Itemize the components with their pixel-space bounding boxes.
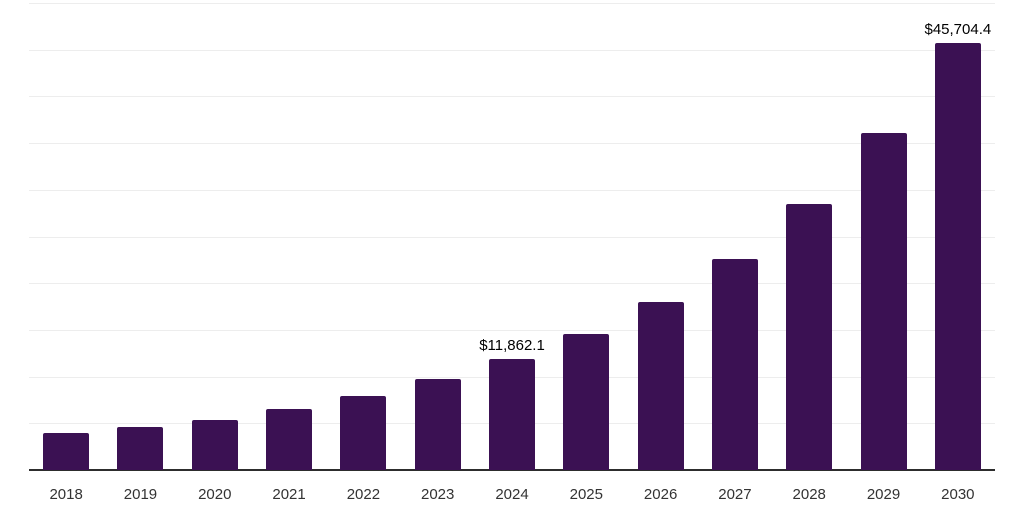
bar-2026[interactable] (637, 301, 684, 470)
gridline (29, 3, 995, 4)
data-label-2030: $45,704.4 (924, 21, 992, 39)
gridline (29, 236, 995, 238)
bar-2025[interactable] (563, 334, 610, 470)
x-tick-2030: 2030 (941, 486, 975, 503)
gridline (29, 96, 995, 98)
bar-2028[interactable] (786, 203, 833, 470)
x-tick-2019: 2019 (123, 486, 158, 503)
x-tick-2024: 2024 (495, 486, 529, 503)
bar-2024[interactable] (489, 359, 535, 470)
bar-2027[interactable] (711, 259, 758, 470)
bar-2029[interactable] (860, 133, 907, 470)
gridline (29, 283, 995, 285)
x-tick-2022: 2022 (346, 486, 381, 503)
bar-2023[interactable] (414, 379, 461, 470)
x-tick-2020: 2020 (198, 486, 232, 503)
x-tick-2027: 2027 (718, 486, 752, 503)
x-tick-2026: 2026 (643, 486, 678, 503)
x-tick-2023: 2023 (421, 486, 455, 503)
bar-2018[interactable] (43, 433, 90, 470)
bar-2030[interactable] (934, 43, 981, 470)
data-label-2024: $11,862.1 (479, 337, 545, 355)
x-tick-2021: 2021 (272, 486, 306, 503)
gridline (29, 143, 995, 145)
x-tick-2029: 2029 (866, 486, 901, 503)
x-axis-line (29, 469, 995, 471)
bar-2021[interactable] (266, 409, 313, 470)
gridline (29, 49, 995, 51)
gridline (29, 329, 995, 331)
x-tick-2028: 2028 (792, 486, 826, 503)
x-tick-2025: 2025 (569, 486, 603, 503)
bar-2019[interactable] (117, 427, 164, 470)
x-tick-2018: 2018 (49, 486, 83, 503)
bar-2020[interactable] (191, 420, 238, 470)
bar-2022[interactable] (340, 396, 387, 470)
gridline (29, 189, 995, 191)
